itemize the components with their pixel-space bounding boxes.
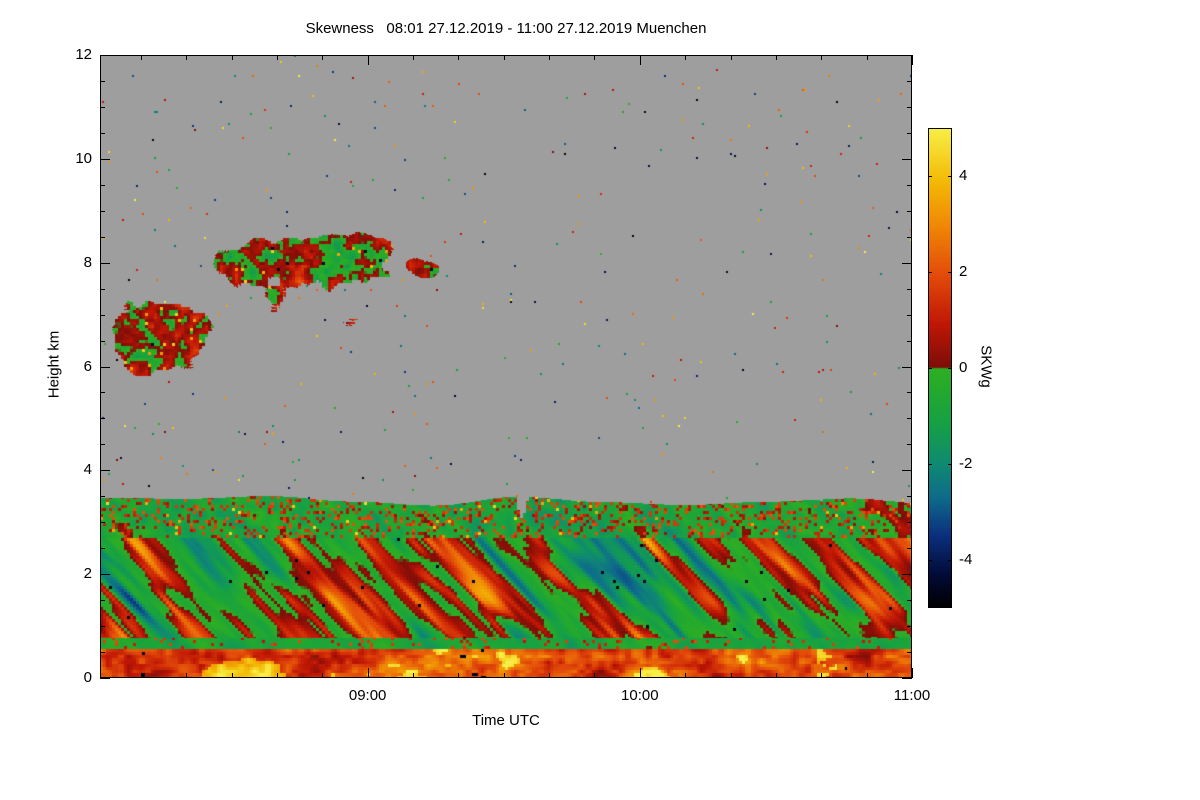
y-tick-label: 10	[75, 149, 92, 167]
colorbar-tick-label: 0	[959, 359, 968, 376]
colorbar-tick-label: 4	[959, 167, 968, 184]
x-tick-label: 11:00	[893, 687, 931, 704]
y-tick-label: 2	[83, 565, 92, 583]
y-tick-label: 4	[83, 461, 92, 479]
y-tick-label: 0	[83, 669, 92, 686]
x-axis-label: Time UTC	[472, 712, 540, 729]
y-tick-label: 12	[75, 46, 92, 63]
colorbar-tick-label: 2	[959, 263, 968, 280]
plot-title: Skewness 08:01 27.12.2019 - 11:00 27.12.…	[305, 20, 707, 37]
y-tick-label: 6	[83, 357, 92, 375]
x-tick-label: 10:00	[621, 687, 659, 704]
colorbar-gradient	[928, 128, 952, 608]
colorbar-tick-label: -4	[959, 551, 973, 568]
y-tick-label: 8	[83, 253, 92, 271]
heatmap-canvas	[100, 55, 912, 678]
colorbar-tick-label: -2	[959, 455, 973, 472]
x-tick-label: 09:00	[348, 687, 387, 704]
